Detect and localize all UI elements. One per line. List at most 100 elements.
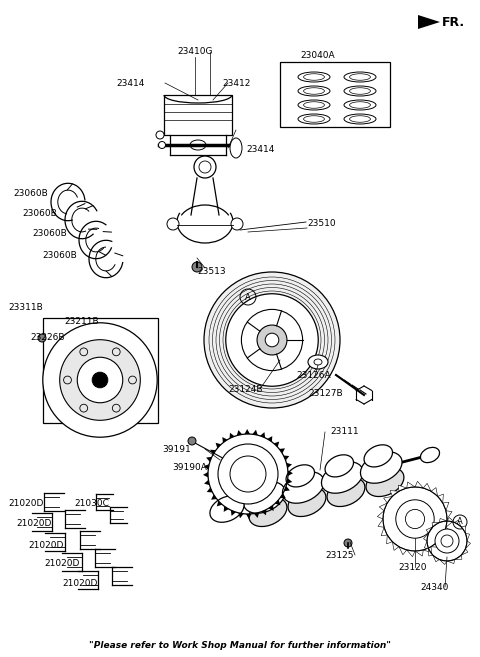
Polygon shape (443, 528, 451, 535)
Polygon shape (415, 482, 423, 488)
Polygon shape (407, 482, 415, 488)
Polygon shape (279, 448, 285, 453)
Text: 23060B: 23060B (13, 189, 48, 198)
Ellipse shape (360, 452, 402, 484)
Ellipse shape (366, 468, 404, 497)
Text: 21020D: 21020D (44, 560, 79, 568)
Circle shape (406, 509, 425, 529)
Circle shape (344, 539, 352, 547)
Text: 23510: 23510 (307, 219, 336, 227)
Polygon shape (438, 494, 444, 503)
Circle shape (218, 444, 278, 504)
Text: 23414: 23414 (246, 145, 275, 154)
Polygon shape (377, 510, 384, 519)
Text: 23127B: 23127B (308, 388, 343, 397)
Polygon shape (237, 430, 242, 436)
Circle shape (43, 323, 157, 437)
Polygon shape (386, 535, 392, 544)
Polygon shape (206, 457, 212, 462)
Circle shape (60, 340, 140, 420)
Ellipse shape (286, 464, 314, 487)
Ellipse shape (298, 86, 330, 96)
Text: 23226B: 23226B (30, 332, 64, 342)
Polygon shape (424, 541, 429, 549)
Polygon shape (216, 443, 221, 448)
Polygon shape (423, 484, 431, 491)
Polygon shape (217, 501, 222, 507)
Polygon shape (284, 486, 290, 491)
Text: A: A (457, 518, 463, 526)
Polygon shape (210, 449, 216, 455)
Bar (164, 95, 232, 135)
Polygon shape (252, 430, 258, 435)
Text: 23414: 23414 (117, 78, 145, 87)
Circle shape (194, 156, 216, 178)
Ellipse shape (325, 455, 353, 477)
Polygon shape (224, 506, 229, 512)
Circle shape (204, 272, 340, 408)
Polygon shape (275, 500, 280, 505)
Text: 23060B: 23060B (32, 229, 67, 238)
Polygon shape (423, 533, 429, 541)
Polygon shape (433, 555, 439, 562)
Circle shape (231, 218, 243, 230)
Ellipse shape (308, 355, 328, 369)
Ellipse shape (230, 138, 242, 158)
Polygon shape (229, 433, 235, 438)
Polygon shape (284, 455, 289, 461)
Polygon shape (423, 547, 432, 553)
Polygon shape (466, 533, 469, 541)
Polygon shape (390, 491, 399, 497)
Polygon shape (415, 550, 423, 556)
Circle shape (77, 357, 123, 403)
Ellipse shape (190, 140, 206, 150)
Polygon shape (287, 463, 292, 468)
Text: 21020D: 21020D (28, 541, 63, 549)
Ellipse shape (344, 86, 376, 96)
Circle shape (265, 333, 279, 347)
Text: A: A (245, 292, 251, 302)
Polygon shape (399, 547, 407, 555)
Ellipse shape (322, 462, 363, 493)
Circle shape (230, 141, 238, 148)
Ellipse shape (298, 72, 330, 82)
Polygon shape (379, 503, 387, 510)
Text: 23120: 23120 (398, 562, 427, 572)
Polygon shape (431, 541, 440, 547)
Text: 39190A: 39190A (172, 463, 207, 472)
Ellipse shape (344, 72, 376, 82)
Polygon shape (254, 512, 259, 518)
Polygon shape (280, 493, 286, 498)
Polygon shape (268, 505, 274, 511)
Polygon shape (381, 528, 387, 535)
Ellipse shape (298, 100, 330, 110)
Ellipse shape (364, 445, 393, 467)
Ellipse shape (247, 475, 276, 497)
Polygon shape (378, 519, 384, 528)
Polygon shape (443, 503, 449, 510)
Ellipse shape (288, 487, 326, 516)
Text: 23124B: 23124B (228, 384, 263, 394)
Polygon shape (211, 495, 217, 500)
Circle shape (435, 529, 459, 553)
Polygon shape (447, 518, 455, 522)
Ellipse shape (282, 472, 324, 503)
Polygon shape (438, 535, 446, 541)
Circle shape (192, 262, 202, 272)
Polygon shape (461, 549, 468, 555)
Text: FR.: FR. (442, 16, 465, 28)
Polygon shape (418, 15, 440, 29)
Polygon shape (461, 526, 466, 533)
Polygon shape (398, 485, 407, 491)
Text: 23410G: 23410G (177, 47, 213, 57)
Text: 39191: 39191 (162, 445, 191, 453)
Text: 23060B: 23060B (22, 210, 57, 219)
Polygon shape (287, 478, 292, 484)
Text: 23211B: 23211B (64, 317, 98, 327)
Circle shape (92, 373, 108, 388)
Ellipse shape (243, 482, 285, 513)
Text: 21020D: 21020D (8, 499, 43, 509)
Polygon shape (466, 541, 470, 549)
Text: "Please refer to Work Shop Manual for further information": "Please refer to Work Shop Manual for fu… (89, 641, 391, 650)
Text: 23040A: 23040A (300, 51, 336, 60)
